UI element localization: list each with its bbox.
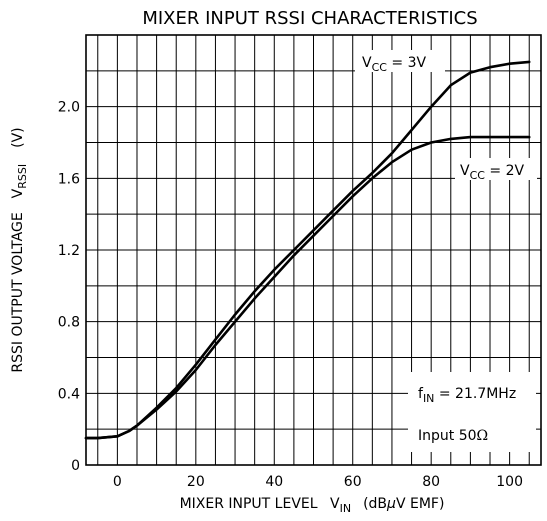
chart-title: MIXER INPUT RSSI CHARACTERISTICS [142, 8, 477, 29]
y-tick-labels: 0 0.4 0.8 1.2 1.6 2.0 [58, 100, 80, 474]
fin-annotation: fIN = 21.7MHz [418, 386, 516, 405]
x-tick-label: 80 [422, 474, 440, 490]
y-axis-label: RSSI OUTPUT VOLTAGEVRSSI(V) [10, 127, 29, 372]
x-tick-labels: 0 20 40 60 80 100 [113, 474, 523, 490]
condition-box-bg [408, 372, 536, 452]
x-tick-label: 20 [187, 474, 205, 490]
x-tick-label: 0 [113, 474, 122, 490]
series-lines [84, 60, 531, 440]
plot-frame [85, 34, 542, 466]
series-label-2v: VCC = 2V [460, 163, 524, 182]
y-tick-label: 2.0 [58, 100, 80, 116]
series-label-3v: VCC = 3V [362, 55, 426, 74]
y-tick-label: 1.6 [58, 171, 80, 187]
label-bg-2v [455, 158, 537, 180]
x-tick-label: 40 [265, 474, 283, 490]
y-tick-label: 0.8 [58, 315, 80, 331]
series-line-vcc-2v [84, 135, 531, 440]
x-tick-label: 60 [344, 474, 362, 490]
y-tick-label: 0.4 [58, 386, 80, 402]
y-tick-label: 1.2 [58, 243, 80, 259]
input-annotation: Input 50Ω [418, 428, 488, 444]
x-tick-label: 100 [496, 474, 523, 490]
x-axis-label: MIXER INPUT LEVEL VIN (dBμV EMF) [180, 496, 445, 515]
label-bg-3v [355, 50, 445, 72]
y-tick-label: 0 [71, 458, 80, 474]
